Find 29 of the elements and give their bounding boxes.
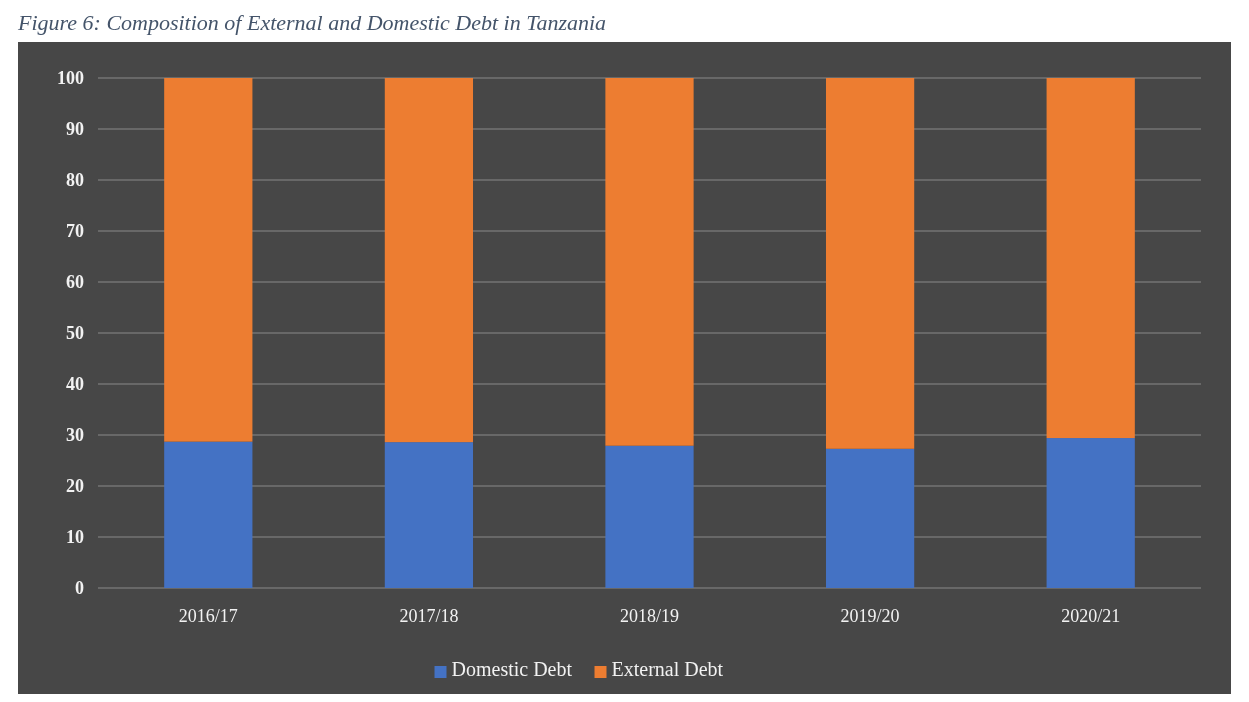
bar [384, 78, 474, 443]
legend-label: Domestic Debt [451, 658, 573, 680]
bar [1046, 78, 1135, 439]
x-tick-label: 2020/21 [1061, 606, 1121, 626]
y-tick-label: 80 [66, 170, 84, 191]
x-tick-label: 2017/18 [399, 606, 459, 626]
bar [605, 445, 694, 588]
y-tick-label: 70 [66, 221, 84, 242]
bar [164, 78, 253, 442]
legend-label: External Debt [611, 658, 724, 680]
bar [384, 442, 474, 588]
bar [605, 78, 694, 446]
y-tick-label: 50 [66, 323, 84, 344]
y-tick-label: 30 [66, 425, 84, 446]
bar [825, 78, 915, 449]
y-tick-label: 10 [66, 527, 84, 548]
y-tick-label: 60 [66, 272, 84, 293]
y-tick-label: 40 [66, 374, 84, 395]
x-tick-label: 2019/20 [840, 606, 900, 626]
chart-title: Figure 6: Composition of External and Domestic Debt in Tanzania [17, 10, 607, 35]
y-tick-label: 20 [66, 476, 84, 497]
x-tick-label: 2018/19 [619, 606, 680, 626]
x-tick-label: 2016/17 [178, 606, 238, 626]
y-tick-label: 90 [66, 119, 84, 140]
bar [825, 448, 915, 588]
y-tick-label: 0 [75, 578, 84, 599]
y-tick-label: 100 [57, 68, 84, 89]
bar [164, 441, 253, 588]
bar [1046, 438, 1135, 588]
